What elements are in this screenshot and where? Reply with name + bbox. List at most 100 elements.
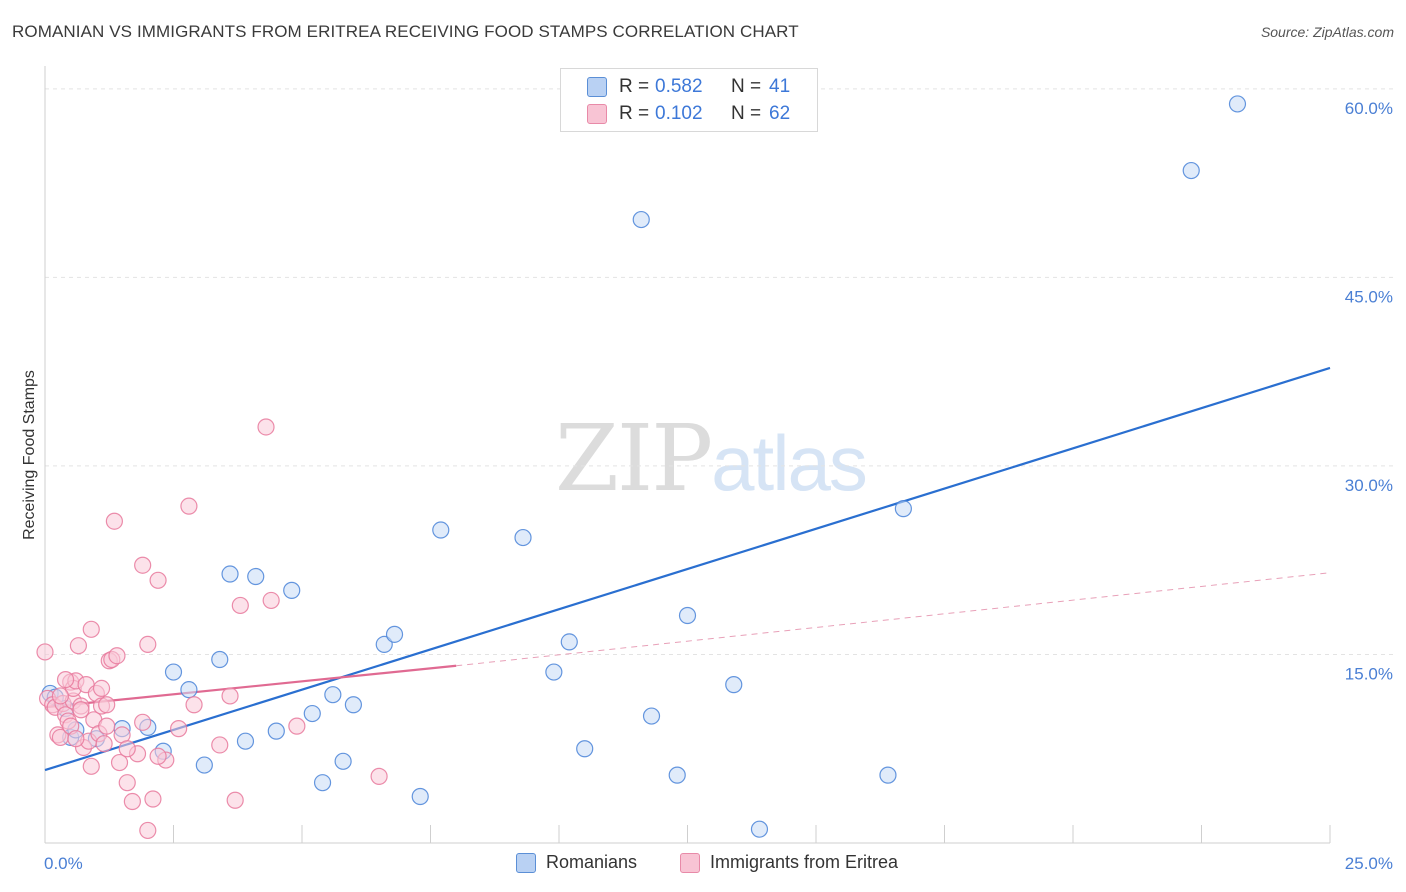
y-axis-label: Receiving Food Stamps	[21, 370, 38, 540]
data-point-romanians	[283, 581, 301, 599]
bottom-legend-label-romanians: Romanians	[546, 852, 638, 872]
data-point-eritrea	[257, 418, 275, 436]
watermark-atlas: atlas	[711, 419, 868, 507]
data-point-romanians	[879, 766, 897, 784]
data-point-romanians	[324, 686, 342, 704]
bottom-legend-eritrea: Immigrants from Eritrea	[680, 852, 898, 873]
data-point-eritrea	[105, 512, 123, 530]
data-point-eritrea	[139, 821, 157, 840]
data-point-eritrea	[144, 790, 162, 808]
data-point-eritrea	[98, 696, 116, 714]
data-point-romanians	[195, 756, 213, 774]
data-point-eritrea	[170, 720, 188, 738]
data-point-romanians	[514, 528, 532, 547]
data-point-eritrea	[211, 736, 229, 754]
y-tick-label: 45.0%	[1345, 287, 1393, 306]
data-point-romanians	[313, 774, 332, 792]
data-point-eritrea	[92, 679, 111, 698]
data-point-eritrea	[149, 571, 167, 589]
data-point-romanians	[247, 567, 265, 586]
data-point-romanians	[334, 752, 352, 770]
data-point-eritrea	[118, 740, 136, 758]
data-point-romanians	[385, 625, 404, 643]
y-tick-label: 30.0%	[1345, 476, 1393, 495]
data-point-romanians	[678, 606, 697, 625]
legend-r-value: 0.102	[655, 103, 703, 124]
data-point-eritrea	[72, 701, 90, 719]
data-point-romanians	[267, 722, 285, 740]
data-point-romanians	[560, 633, 578, 651]
data-point-eritrea	[108, 647, 126, 665]
data-point-eritrea	[82, 620, 100, 638]
data-point-romanians	[1228, 95, 1247, 113]
data-point-eritrea	[123, 792, 141, 811]
data-point-eritrea	[98, 717, 116, 735]
data-point-eritrea	[262, 591, 280, 610]
y-tick-label: 60.0%	[1345, 99, 1393, 118]
bottom-legend-swatch-romanians	[516, 852, 536, 873]
data-point-eritrea	[134, 556, 152, 574]
data-points	[36, 95, 1247, 840]
data-point-romanians	[632, 210, 650, 229]
data-point-eritrea	[231, 596, 249, 615]
legend-n-label: N =	[731, 103, 762, 124]
watermark-zip: ZIP	[555, 405, 713, 512]
legend-swatch-romanians	[587, 77, 607, 97]
legend-n-value: 41	[769, 76, 791, 97]
data-point-eritrea	[51, 687, 70, 705]
data-point-romanians	[668, 766, 686, 784]
axes	[44, 66, 1331, 844]
data-point-romanians	[1182, 161, 1200, 180]
data-point-romanians	[236, 732, 255, 750]
tick-labels: 15.0% 30.0% 45.0% 60.0% 0.0% 25.0%	[44, 99, 1393, 873]
bottom-legend-label-eritrea: Immigrants from Eritrea	[710, 852, 899, 872]
data-point-eritrea	[185, 696, 203, 714]
data-point-eritrea	[69, 637, 88, 655]
data-point-romanians	[576, 740, 594, 758]
data-point-romanians	[894, 500, 912, 518]
trend-extension-eritrea	[456, 572, 1331, 667]
data-point-romanians	[180, 681, 198, 699]
data-point-romanians	[642, 707, 661, 725]
data-point-eritrea	[134, 713, 152, 731]
x-tick-label-min: 0.0%	[44, 854, 83, 873]
bottom-legend-swatch-eritrea	[680, 852, 700, 873]
legend-r-value: 0.582	[655, 76, 703, 97]
legend-n-value: 62	[769, 103, 791, 124]
chart-title: ROMANIAN VS IMMIGRANTS FROM ERITREA RECE…	[12, 22, 799, 41]
data-point-eritrea	[36, 643, 54, 661]
watermark: ZIPatlas	[555, 405, 868, 512]
correlation-legend: R = 0.582 N = 41 R = 0.102 N = 62	[560, 68, 818, 132]
data-point-eritrea	[56, 671, 75, 689]
data-point-eritrea	[67, 730, 85, 748]
data-point-romanians	[725, 676, 743, 694]
data-point-romanians	[211, 650, 229, 669]
data-point-romanians	[750, 820, 769, 838]
data-point-romanians	[164, 663, 183, 681]
legend-r-label: R =	[619, 103, 650, 124]
y-tick-label: 15.0%	[1345, 664, 1393, 683]
data-point-eritrea	[139, 635, 157, 654]
data-point-eritrea	[82, 757, 100, 775]
x-tick-label-max: 25.0%	[1345, 854, 1393, 873]
data-point-eritrea	[370, 767, 388, 785]
data-point-romanians	[432, 521, 450, 539]
legend-r-label: R =	[619, 76, 650, 97]
trend-lines	[44, 366, 1331, 772]
data-point-eritrea	[118, 774, 136, 792]
source-credit: Source: ZipAtlas.com	[1260, 24, 1394, 40]
data-point-eritrea	[149, 747, 167, 765]
data-point-eritrea	[95, 735, 113, 753]
data-point-eritrea	[221, 687, 239, 705]
data-point-romanians	[375, 635, 393, 654]
data-point-romanians	[411, 787, 429, 806]
legend-n-label: N =	[731, 76, 762, 97]
data-point-romanians	[545, 663, 563, 681]
bottom-legend-romanians: Romanians	[516, 852, 637, 873]
data-point-romanians	[344, 696, 362, 714]
data-point-eritrea	[180, 497, 198, 515]
data-point-romanians	[221, 565, 239, 583]
data-point-eritrea	[110, 753, 129, 772]
data-point-eritrea	[288, 717, 306, 735]
